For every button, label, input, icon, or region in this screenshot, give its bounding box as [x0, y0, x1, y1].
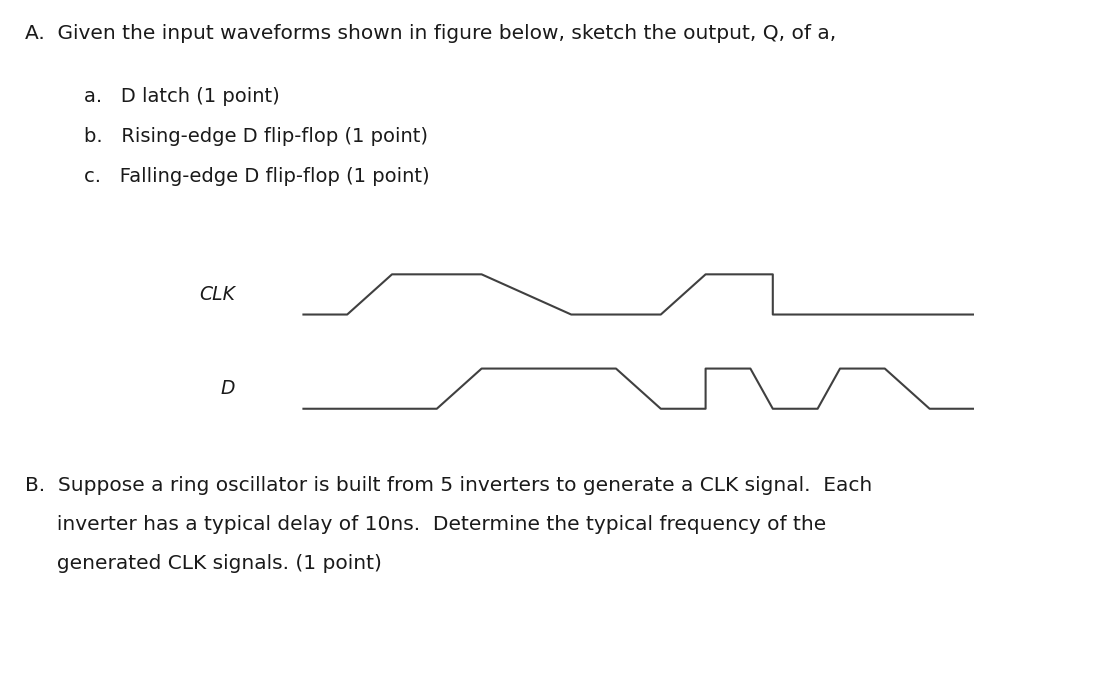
Text: CLK: CLK — [199, 285, 235, 304]
Text: c.   Falling-edge D flip-flop (1 point): c. Falling-edge D flip-flop (1 point) — [84, 167, 430, 186]
Text: inverter has a typical delay of 10ns.  Determine the typical frequency of the: inverter has a typical delay of 10ns. De… — [25, 515, 825, 534]
Text: A.  Given the input waveforms shown in figure below, sketch the output, Q, of a,: A. Given the input waveforms shown in fi… — [25, 24, 836, 43]
Text: B.  Suppose a ring oscillator is built from 5 inverters to generate a CLK signal: B. Suppose a ring oscillator is built fr… — [25, 476, 871, 495]
Text: b.   Rising-edge D flip-flop (1 point): b. Rising-edge D flip-flop (1 point) — [84, 127, 428, 146]
Text: generated CLK signals. (1 point): generated CLK signals. (1 point) — [25, 554, 382, 573]
Text: a.   D latch (1 point): a. D latch (1 point) — [84, 87, 280, 106]
Text: D: D — [221, 379, 235, 398]
